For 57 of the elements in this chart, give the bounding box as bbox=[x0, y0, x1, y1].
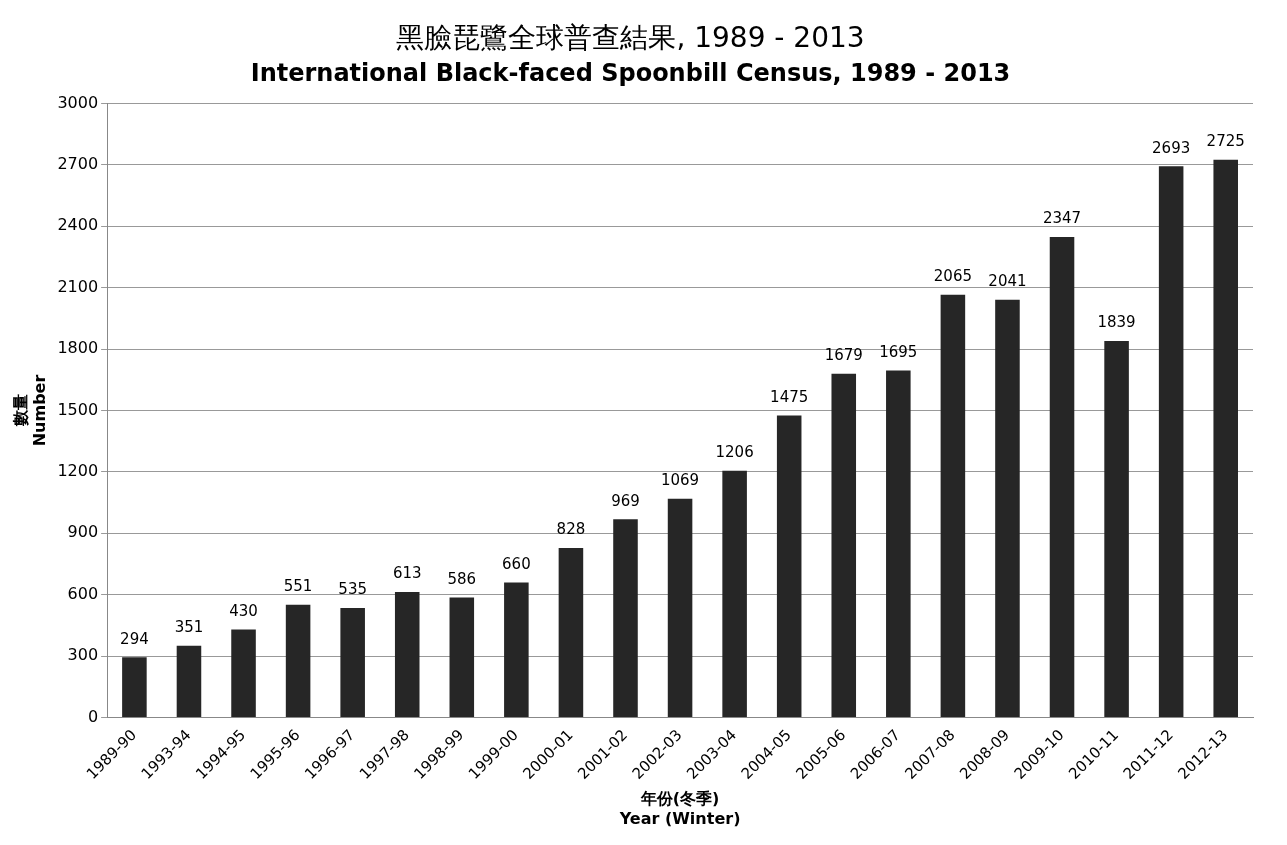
x-axis-title: 年份(冬季) Year (Winter) bbox=[618, 789, 741, 828]
y-tick-label: 2700 bbox=[57, 153, 99, 173]
data-label: 1695 bbox=[879, 342, 918, 361]
data-label: 294 bbox=[120, 629, 149, 648]
bar bbox=[558, 548, 584, 718]
bar bbox=[886, 370, 911, 718]
y-tick-label: 2100 bbox=[57, 276, 99, 296]
bar bbox=[1104, 341, 1129, 718]
data-label: 660 bbox=[502, 554, 531, 573]
data-label: 586 bbox=[447, 569, 477, 588]
data-label: 828 bbox=[556, 520, 586, 539]
data-label: 2347 bbox=[1042, 209, 1082, 228]
bar bbox=[940, 294, 966, 718]
bar bbox=[1049, 237, 1075, 718]
y-tick-label: 1200 bbox=[57, 461, 99, 481]
bar bbox=[122, 657, 147, 718]
y-tick-label: 0 bbox=[87, 706, 99, 726]
y-tick-label: 1500 bbox=[57, 399, 99, 419]
data-label: 2041 bbox=[988, 272, 1027, 291]
data-label: 1679 bbox=[824, 346, 863, 365]
bar bbox=[1213, 159, 1238, 718]
data-label: 1839 bbox=[1097, 313, 1136, 332]
chart-subtitle: International Black-faced Spoonbill Census, 1989 - 2013 bbox=[250, 59, 1011, 88]
bar bbox=[394, 592, 420, 718]
bar bbox=[176, 645, 202, 718]
data-label: 535 bbox=[338, 580, 367, 599]
data-label: 1206 bbox=[715, 443, 754, 462]
y-tick-label: 600 bbox=[67, 583, 99, 603]
chart-title: 黑臉琵鷺全球普查結果, 1989 - 2013 bbox=[396, 21, 865, 55]
data-label: 2065 bbox=[933, 267, 972, 286]
y-tick-label: 1800 bbox=[57, 338, 99, 358]
bar bbox=[449, 597, 475, 718]
bar bbox=[340, 608, 365, 718]
data-label: 551 bbox=[283, 577, 313, 596]
y-tick-label: 3000 bbox=[57, 92, 99, 112]
bar bbox=[995, 299, 1020, 718]
bar bbox=[231, 629, 256, 718]
y-tick-label: 2400 bbox=[57, 215, 99, 235]
y-tick-label: 300 bbox=[67, 645, 99, 665]
bar bbox=[667, 498, 693, 718]
data-label: 969 bbox=[611, 491, 640, 510]
data-label: 351 bbox=[174, 618, 204, 637]
bar bbox=[831, 373, 857, 718]
y-tick-label: 900 bbox=[67, 522, 99, 542]
data-label: 613 bbox=[392, 564, 422, 583]
bar bbox=[504, 582, 529, 718]
bar bbox=[776, 415, 802, 718]
y-axis-title: 數量 Number bbox=[10, 374, 49, 447]
data-label: 2725 bbox=[1206, 132, 1245, 151]
data-label: 430 bbox=[229, 601, 258, 620]
bar bbox=[1158, 166, 1184, 718]
bar bbox=[285, 604, 311, 718]
data-label: 1475 bbox=[770, 387, 809, 406]
data-label: 2693 bbox=[1152, 138, 1191, 157]
data-label: 1069 bbox=[660, 471, 700, 490]
bar bbox=[722, 470, 747, 718]
bar bbox=[613, 519, 638, 718]
